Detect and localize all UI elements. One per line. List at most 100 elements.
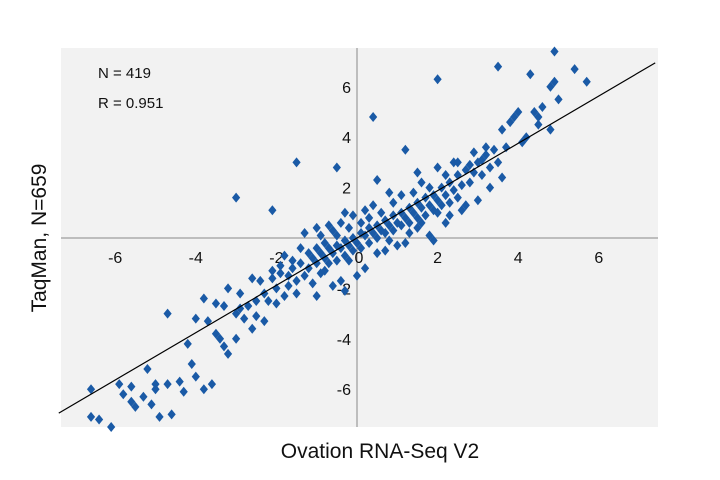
data-point bbox=[497, 124, 507, 135]
data-point bbox=[546, 81, 555, 92]
data-point bbox=[369, 112, 378, 123]
data-point bbox=[340, 207, 350, 218]
data-point bbox=[481, 142, 491, 153]
data-point bbox=[377, 207, 386, 218]
data-point bbox=[421, 210, 430, 221]
data-point bbox=[248, 273, 257, 284]
data-point bbox=[502, 142, 511, 153]
data-point bbox=[191, 313, 200, 324]
data-point bbox=[211, 298, 221, 309]
data-point bbox=[433, 207, 442, 218]
data-point bbox=[534, 112, 543, 123]
data-point bbox=[332, 162, 341, 173]
data-point bbox=[324, 243, 333, 254]
y-axis-title: TaqMan, N=659 bbox=[28, 164, 51, 313]
data-point bbox=[308, 278, 317, 289]
data-point bbox=[493, 61, 503, 72]
data-point bbox=[288, 263, 297, 274]
data-point bbox=[276, 268, 285, 279]
data-point bbox=[373, 233, 382, 243]
data-point bbox=[522, 132, 531, 143]
data-point bbox=[199, 384, 208, 395]
data-point bbox=[292, 157, 301, 168]
data-point bbox=[373, 248, 382, 259]
y-tick-label: 2 bbox=[342, 181, 351, 198]
data-point bbox=[385, 220, 394, 231]
data-point bbox=[288, 255, 297, 266]
x-tick-label: 0 bbox=[355, 250, 364, 267]
data-point bbox=[381, 245, 390, 256]
x-tick-label: 6 bbox=[594, 250, 603, 267]
data-point bbox=[131, 401, 140, 412]
data-point bbox=[203, 316, 212, 327]
data-point bbox=[469, 147, 478, 158]
data-point bbox=[461, 200, 470, 211]
data-point bbox=[364, 212, 374, 223]
data-point bbox=[312, 290, 321, 301]
data-point bbox=[316, 230, 325, 241]
data-point bbox=[417, 177, 426, 188]
x-tick-label: -4 bbox=[189, 250, 203, 267]
data-point bbox=[360, 205, 370, 216]
data-point bbox=[429, 235, 438, 246]
data-point bbox=[373, 175, 382, 186]
data-point bbox=[381, 215, 390, 226]
regression-line bbox=[58, 62, 656, 414]
data-point bbox=[360, 230, 370, 241]
data-point bbox=[389, 225, 398, 236]
data-point bbox=[147, 399, 156, 410]
data-point bbox=[477, 170, 487, 180]
data-point bbox=[409, 187, 418, 198]
data-point bbox=[167, 409, 176, 420]
data-point bbox=[364, 222, 374, 233]
r-annotation: R = 0.951 bbox=[98, 95, 163, 112]
data-point bbox=[332, 230, 341, 241]
data-point bbox=[441, 190, 450, 201]
data-point bbox=[340, 285, 350, 296]
data-point bbox=[86, 384, 96, 395]
data-point bbox=[352, 270, 362, 281]
data-point bbox=[179, 386, 188, 397]
data-point bbox=[534, 119, 543, 130]
data-point bbox=[232, 192, 241, 203]
data-point bbox=[187, 359, 196, 369]
data-point bbox=[248, 323, 257, 334]
data-point bbox=[332, 240, 341, 251]
data-point bbox=[336, 217, 345, 228]
data-point bbox=[155, 411, 164, 422]
data-point bbox=[115, 379, 124, 390]
data-point bbox=[107, 422, 116, 432]
data-point bbox=[119, 389, 128, 400]
data-point bbox=[280, 290, 289, 301]
data-point bbox=[163, 308, 172, 319]
data-point bbox=[405, 217, 414, 228]
data-point bbox=[393, 240, 402, 251]
data-point bbox=[433, 162, 442, 173]
data-point bbox=[485, 182, 495, 193]
data-point bbox=[473, 157, 482, 168]
data-point bbox=[360, 263, 370, 274]
data-point bbox=[223, 283, 233, 294]
data-point bbox=[183, 338, 192, 349]
data-point bbox=[546, 124, 555, 135]
data-point bbox=[340, 235, 350, 246]
data-point bbox=[292, 275, 301, 286]
data-point bbox=[272, 283, 281, 294]
data-point bbox=[191, 371, 200, 382]
data-point bbox=[417, 217, 426, 228]
data-point bbox=[373, 220, 382, 231]
data-point bbox=[151, 379, 160, 390]
data-point bbox=[296, 243, 305, 254]
data-point bbox=[139, 391, 148, 402]
data-point bbox=[356, 217, 366, 228]
data-point bbox=[348, 245, 358, 256]
data-point bbox=[344, 255, 354, 266]
data-point bbox=[485, 162, 495, 173]
data-point bbox=[252, 311, 261, 322]
data-point bbox=[240, 313, 249, 324]
data-point bbox=[550, 46, 559, 57]
data-point bbox=[272, 298, 281, 309]
data-point bbox=[433, 74, 442, 85]
data-point bbox=[385, 235, 394, 246]
data-point bbox=[336, 275, 345, 286]
